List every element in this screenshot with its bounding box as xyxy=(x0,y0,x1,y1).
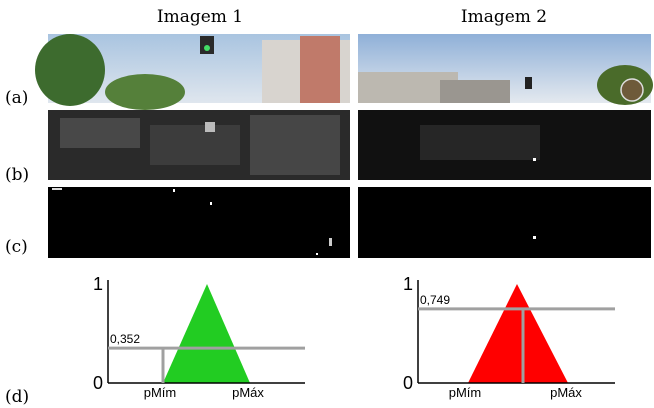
difference-image xyxy=(48,110,350,180)
figure: Imagem 1 Imagem 2 (a) (b) (c) (d) xyxy=(0,0,654,408)
value-label: 0,749 xyxy=(420,293,450,307)
y-tick-label: 0 xyxy=(93,373,103,393)
y-tick-label: 1 xyxy=(93,274,103,294)
x-label: pMím xyxy=(449,385,482,400)
column-header: Imagem 1 xyxy=(157,7,243,27)
row-label: (b) xyxy=(5,165,29,185)
y-tick-label: 1 xyxy=(403,274,413,294)
x-label: pMáx xyxy=(550,385,582,400)
membership-triangle xyxy=(468,284,568,383)
photo xyxy=(35,34,350,110)
row-label: (d) xyxy=(5,387,29,407)
membership-triangle xyxy=(163,284,250,383)
row-label: (c) xyxy=(5,237,28,257)
value-label: 0,352 xyxy=(110,332,140,346)
binary-image xyxy=(358,187,651,258)
column-header: Imagem 2 xyxy=(461,7,547,27)
x-label: pMáx xyxy=(232,385,264,400)
x-label: pMím xyxy=(144,385,177,400)
row-label: (a) xyxy=(5,88,28,108)
y-tick-label: 0 xyxy=(403,373,413,393)
binary-image xyxy=(48,187,350,258)
difference-image xyxy=(358,110,651,180)
photo xyxy=(358,34,653,105)
